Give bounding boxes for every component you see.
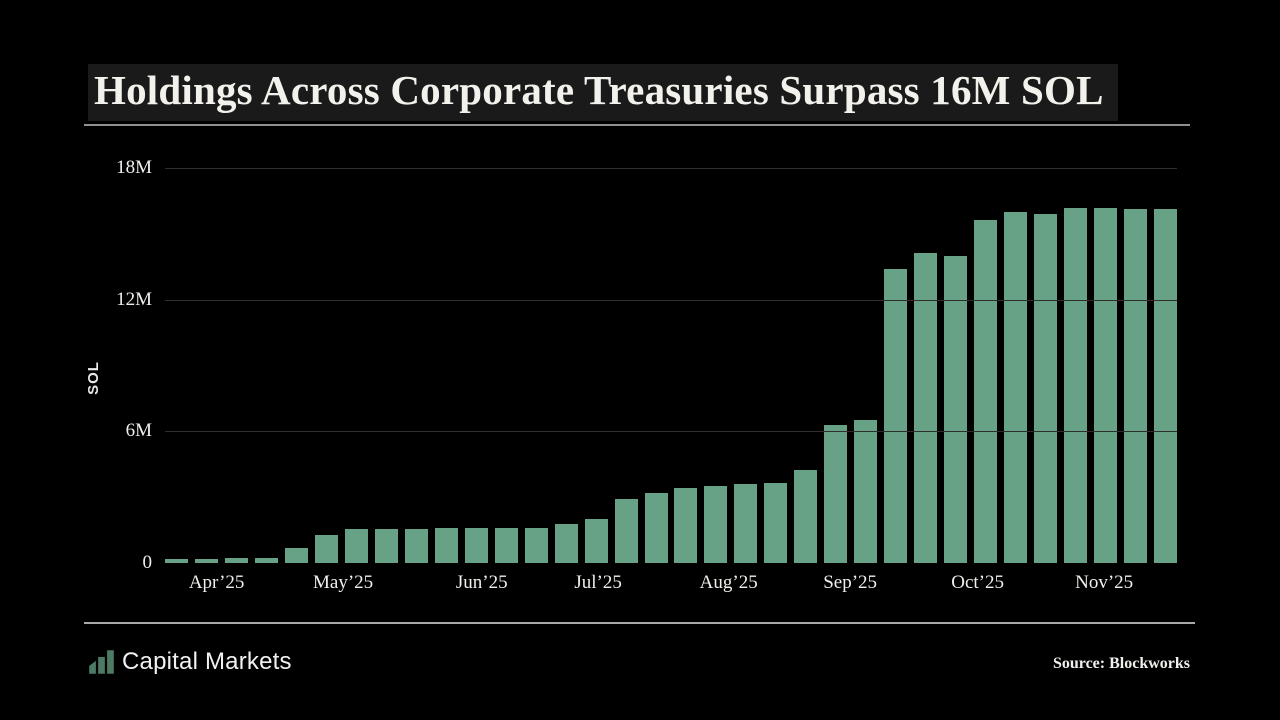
- chart-bar: [794, 469, 818, 563]
- chart-bar: [1153, 209, 1177, 563]
- chart-bar: [764, 482, 788, 563]
- x-tick-label: Jun’25: [455, 572, 508, 593]
- chart-bar: [254, 557, 278, 563]
- chart-bar: [1034, 213, 1058, 563]
- x-tick-label: Jul’25: [574, 572, 622, 593]
- chart-bar: [974, 220, 998, 563]
- chart-bar: [674, 488, 698, 563]
- y-axis-ticks: 18M 12M 6M 0: [60, 140, 152, 573]
- y-tick-label: 6M: [125, 420, 152, 442]
- x-tick-label: Oct’25: [951, 572, 1005, 593]
- chart-bar: [404, 529, 428, 563]
- chart-bar: [494, 527, 518, 563]
- chart-bar: [1004, 211, 1028, 563]
- chart-bar: [554, 523, 578, 563]
- chart-bar: [1124, 209, 1147, 563]
- chart-bar: [434, 527, 458, 563]
- source-attribution: Source: Blockworks: [1052, 655, 1190, 672]
- chart-bar: [344, 529, 368, 563]
- x-tick-label: Sep’25: [823, 572, 878, 593]
- chart-bar: [944, 255, 968, 563]
- chart-bar: [824, 424, 848, 563]
- chart-bar: [464, 527, 488, 563]
- chart-bar: [734, 483, 758, 563]
- x-tick-label: Aug’25: [699, 572, 758, 593]
- chart-bar: [224, 557, 248, 563]
- chart-bar: [704, 486, 728, 563]
- title-divider: [84, 124, 1190, 126]
- x-tick-label: Apr’25: [188, 572, 245, 593]
- gridline-6m: [165, 431, 1177, 433]
- footer-divider: [84, 622, 1195, 624]
- brand-lockup: Capital Markets: [88, 648, 292, 676]
- y-tick-label: 0: [142, 552, 153, 573]
- chart-bar: [1094, 208, 1118, 563]
- x-tick-label: Nov’25: [1075, 572, 1134, 593]
- y-tick-label: 18M: [116, 156, 152, 178]
- chart-bar: [1064, 208, 1088, 563]
- y-tick-label: 12M: [116, 288, 152, 310]
- chart-bar: [194, 558, 218, 563]
- chart-bar: [524, 527, 548, 563]
- brand-name: Capital Markets: [122, 648, 292, 675]
- x-tick-label: May’25: [313, 572, 374, 593]
- chart-title: Holdings Across Corporate Treasuries Sur…: [88, 64, 1118, 121]
- chart-bar: [884, 268, 908, 563]
- chart-bar: [165, 558, 188, 563]
- x-axis-ticks: Apr’25 May’25 Jun’25 Jul’25 Aug’25 Sep’25 Oct’…: [165, 572, 1177, 598]
- chart-bar: [914, 253, 938, 563]
- chart-bar: [284, 547, 308, 563]
- chart-plot-area: [165, 140, 1177, 563]
- page-title: Holdings Across Corporate Treasuries Sur…: [88, 64, 1118, 121]
- rising-bars-icon: [89, 650, 114, 674]
- gridline-18m: [165, 167, 1177, 169]
- chart-bar: [614, 499, 638, 563]
- chart-bar: [644, 492, 668, 563]
- chart-bar: [374, 529, 398, 563]
- chart-bar: [314, 534, 338, 563]
- chart-bar: [854, 420, 878, 563]
- bar-series: [165, 140, 1177, 563]
- chart-bar: [584, 519, 608, 563]
- gridline-12m: [165, 299, 1177, 301]
